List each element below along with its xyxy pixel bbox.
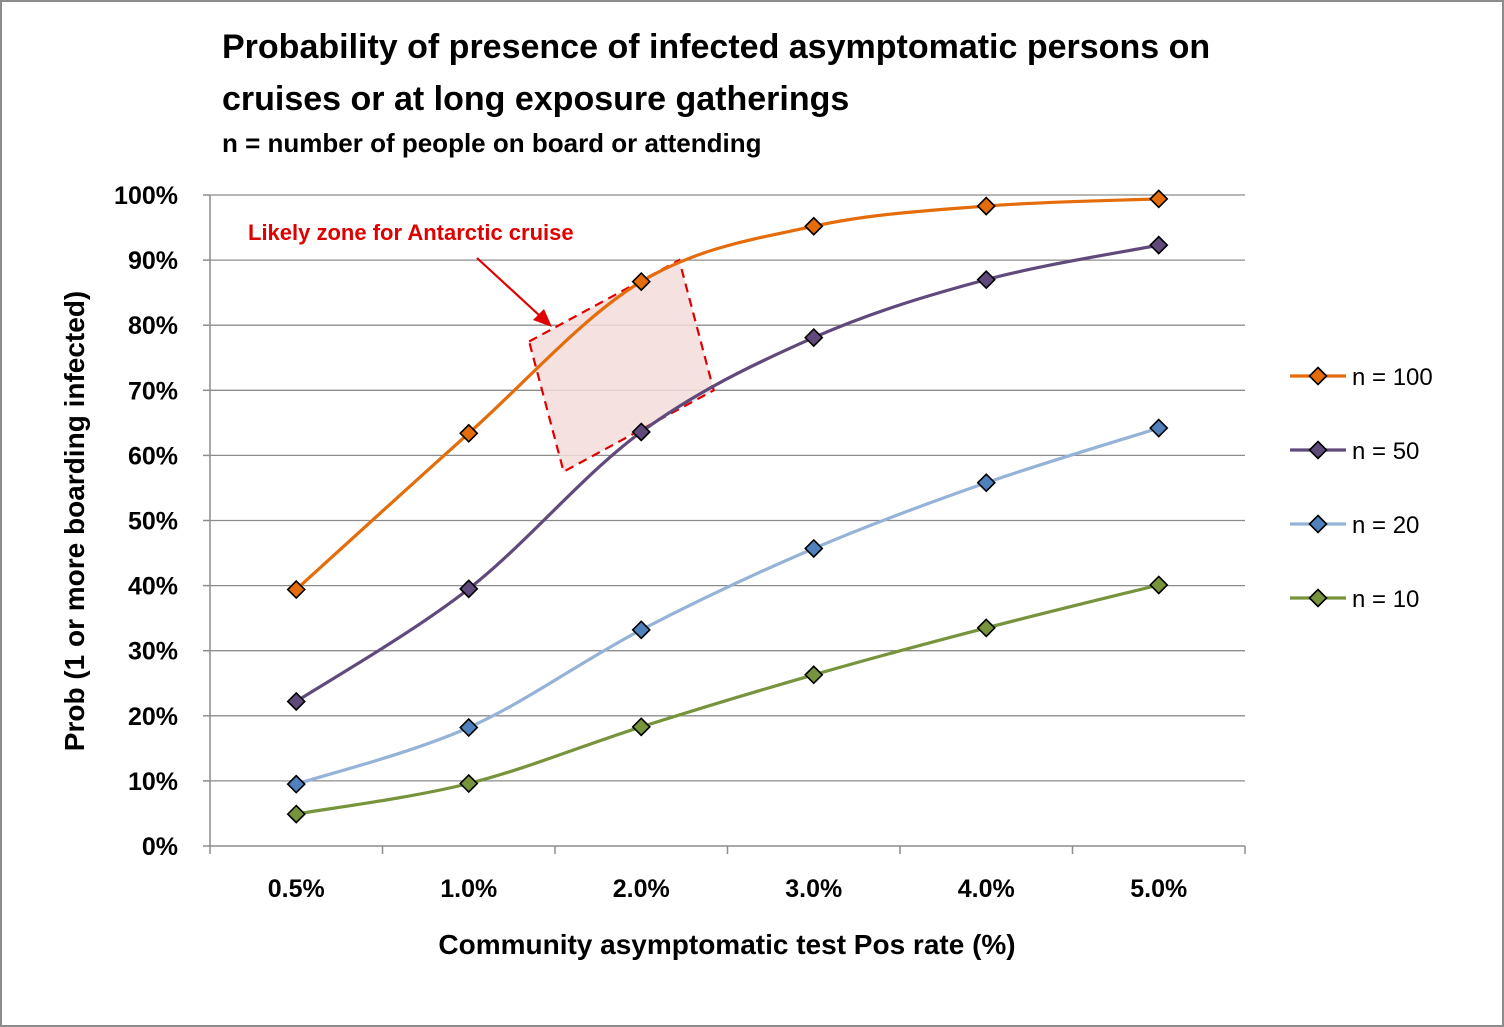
legend-item: n = 100	[1290, 364, 1433, 391]
data-point	[631, 717, 651, 737]
y-tick-label: 70%	[128, 377, 178, 405]
y-tick-label: 60%	[128, 442, 178, 470]
legend-label: n = 20	[1352, 512, 1419, 539]
data-point	[631, 271, 651, 292]
data-point	[631, 422, 651, 442]
y-tick-label: 10%	[128, 768, 178, 796]
data-point	[976, 269, 996, 290]
data-point	[804, 538, 824, 559]
x-axis-label: Community asymptomatic test Pos rate (%)	[438, 929, 1015, 960]
legend-marker	[1308, 514, 1328, 534]
data-point	[804, 665, 824, 685]
data-point	[631, 620, 651, 640]
y-tick-label: 80%	[128, 312, 178, 340]
data-point	[286, 804, 306, 824]
data-point	[1149, 235, 1169, 255]
annotation-arrow-line	[476, 257, 541, 317]
series-n-50	[286, 235, 1169, 712]
y-tick-label: 100%	[114, 182, 178, 210]
series-line	[295, 197, 1159, 591]
y-axis-label: Prob (1 or more boarding infected)	[59, 291, 90, 751]
x-tick-label: 3.0%	[785, 875, 842, 903]
data-point	[286, 691, 306, 712]
series-n-100	[286, 189, 1169, 600]
series-line	[295, 243, 1160, 703]
axes	[203, 194, 1246, 854]
legend: n = 100 n = 50 n = 20 n = 10	[1290, 364, 1433, 613]
x-tick-label: 5.0%	[1130, 875, 1187, 903]
legend-item: n = 50	[1290, 438, 1419, 465]
annotation-layer: Likely zone for Antarctic cruise	[248, 220, 574, 327]
y-tick-label: 50%	[128, 508, 178, 536]
data-point	[976, 473, 996, 493]
x-tick-labels: 0.5% 1.0% 2.0% 3.0% 4.0% 5.0%	[268, 875, 1187, 903]
series-line	[295, 426, 1160, 786]
legend-label: n = 50	[1352, 438, 1419, 465]
chart-title-line-1: Probability of presence of infected asym…	[222, 28, 1210, 66]
series-n-20	[286, 418, 1169, 794]
y-tick-label: 20%	[128, 703, 178, 731]
annotation-text: Likely zone for Antarctic cruise	[248, 220, 574, 245]
data-point	[976, 196, 996, 216]
x-tick-label: 4.0%	[958, 875, 1015, 903]
data-point	[286, 579, 306, 600]
data-point	[1149, 189, 1169, 209]
legend-item: n = 10	[1290, 586, 1419, 613]
data-point	[459, 579, 479, 599]
legend-marker	[1308, 366, 1328, 386]
chart-subtitle: n = number of people on board or attendi…	[222, 128, 762, 158]
likely-zone-shape	[527, 258, 715, 474]
legend-marker	[1308, 588, 1328, 608]
data-point	[459, 423, 479, 443]
x-tick-label: 1.0%	[440, 875, 497, 903]
data-point	[1149, 418, 1169, 438]
data-point	[459, 773, 479, 794]
likely-zone	[527, 258, 715, 474]
series-layer	[286, 189, 1169, 824]
legend-item: n = 20	[1290, 512, 1419, 539]
legend-label: n = 100	[1352, 364, 1433, 391]
data-point	[804, 216, 824, 236]
chart-title-line-2: cruises or at long exposure gatherings	[222, 80, 849, 118]
y-tick-labels: 0% 10% 20% 30% 40% 50% 60% 70% 80% 90% 100%	[114, 182, 178, 861]
y-tick-label: 90%	[128, 247, 178, 275]
y-tick-label: 30%	[128, 638, 178, 666]
legend-marker	[1308, 440, 1328, 460]
data-point	[1149, 575, 1169, 595]
series-line	[295, 583, 1160, 816]
data-point	[976, 618, 996, 638]
data-point	[804, 327, 824, 348]
legend-label: n = 10	[1352, 586, 1419, 613]
data-point	[459, 717, 479, 738]
y-tick-label: 0%	[142, 833, 178, 861]
gridlines	[210, 194, 1245, 782]
annotation-arrow-head	[533, 309, 552, 327]
x-tick-label: 2.0%	[613, 875, 670, 903]
series-n-10	[286, 575, 1169, 824]
y-tick-label: 40%	[128, 573, 178, 601]
data-point	[286, 774, 306, 794]
x-tick-label: 0.5%	[268, 875, 325, 903]
